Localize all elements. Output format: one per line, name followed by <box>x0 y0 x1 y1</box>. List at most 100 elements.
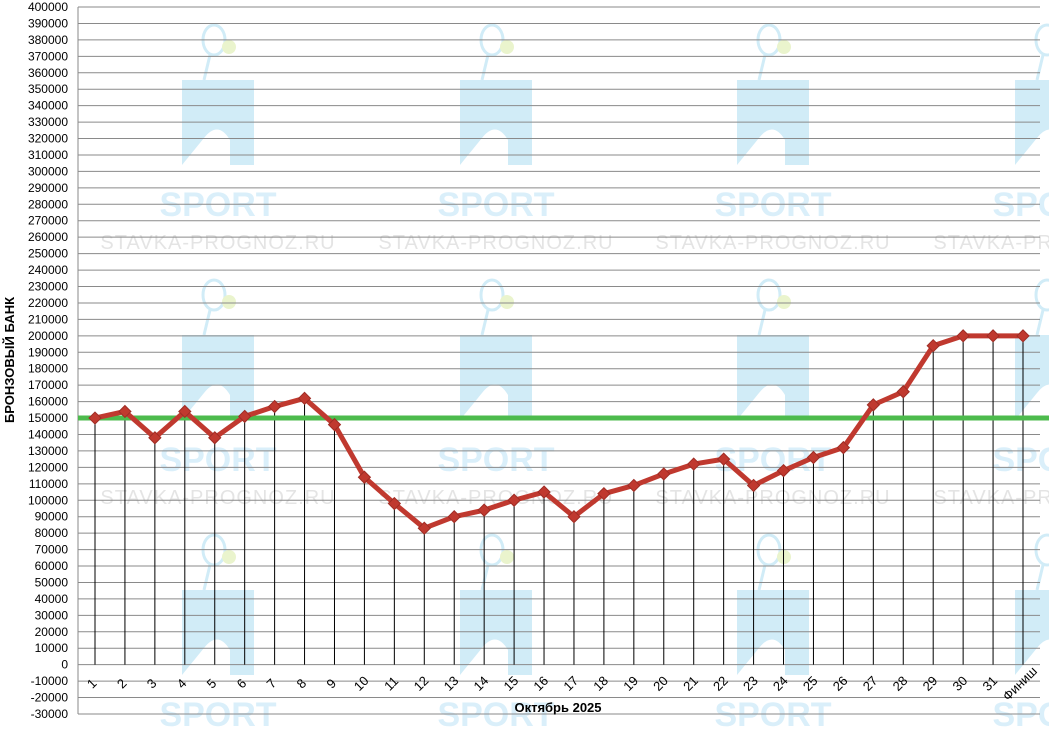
player-silhouette-icon <box>1015 590 1049 675</box>
y-tick-label: 350000 <box>28 82 68 96</box>
y-tick-label: 40000 <box>35 592 69 606</box>
data-point <box>357 470 372 484</box>
y-tick-label: 380000 <box>28 33 68 47</box>
data-point <box>88 411 102 425</box>
watermark-brand: SPORT <box>437 441 554 479</box>
racket-handle <box>480 54 490 81</box>
y-tick-label: 0 <box>61 658 68 672</box>
y-tick-label: 230000 <box>28 280 68 294</box>
data-point <box>208 431 222 445</box>
y-tick-label: 70000 <box>35 543 69 557</box>
y-tick-label: 300000 <box>28 164 68 178</box>
x-tick-label: 8 <box>294 676 310 692</box>
x-tick-label: 19 <box>620 673 641 694</box>
ball-icon <box>777 40 791 54</box>
y-tick-label: 250000 <box>28 247 68 261</box>
data-point <box>986 329 1000 343</box>
ball-icon <box>500 40 514 54</box>
ball-icon <box>222 550 236 564</box>
watermark-brand: SPORT <box>159 186 276 224</box>
racket-handle <box>480 564 490 591</box>
x-tick-label: 22 <box>710 673 731 694</box>
data-point <box>267 399 282 414</box>
y-tick-label: 90000 <box>35 510 69 524</box>
player-silhouette-icon <box>1015 335 1049 420</box>
data-point <box>297 391 312 406</box>
y-tick-label: 80000 <box>35 526 69 540</box>
y-tick-label: 290000 <box>28 181 68 195</box>
y-tick-label: 320000 <box>28 132 68 146</box>
x-tick-label: 3 <box>144 676 160 692</box>
y-tick-label: 200000 <box>28 329 68 343</box>
watermark-url: STAVKA-PROGNOZ.RU <box>933 487 1049 509</box>
y-tick-label: 110000 <box>29 477 68 491</box>
horizontal-gridlines <box>77 6 1040 715</box>
data-point <box>447 509 461 524</box>
data-point <box>657 467 671 481</box>
x-tick-label: 13 <box>441 673 462 694</box>
racket-icon <box>201 278 227 312</box>
y-tick-label: 60000 <box>35 559 69 573</box>
watermark-brand: SPORT <box>437 186 554 224</box>
watermark-layer: SPORT STAVKA-PROGNOZ.RU SPORT STAVKA-PROGNO… <box>100 23 1049 734</box>
y-tick-label: -20000 <box>31 691 69 705</box>
x-tick-label: 14 <box>471 673 492 694</box>
y-axis-title: БРОНЗОВЫЙ БАНК <box>2 297 17 423</box>
watermark-brand: SPORT <box>992 696 1049 734</box>
watermark-url: STAVKA-PROGNOZ.RU <box>933 232 1049 254</box>
data-point <box>567 509 581 524</box>
y-tick-label: 170000 <box>28 378 68 392</box>
racket-handle <box>202 564 212 591</box>
x-tick-label: 26 <box>830 673 851 694</box>
y-tick-label: 10000 <box>35 641 69 655</box>
player-silhouette-icon <box>182 590 254 675</box>
data-point <box>417 521 431 535</box>
y-axis-ticks: -30000 -20000 -10000 0 10000 20000 30000 40000 5… <box>28 0 68 721</box>
y-tick-label: 260000 <box>28 230 68 244</box>
x-tick-label: 31 <box>979 673 1000 694</box>
racket-handle <box>1035 309 1045 336</box>
y-tick-label: 330000 <box>28 115 68 129</box>
player-silhouette-icon <box>737 335 809 420</box>
y-tick-label: 360000 <box>28 66 68 80</box>
data-point <box>836 440 851 455</box>
y-tick-label: 340000 <box>28 99 68 113</box>
data-point <box>1016 329 1030 343</box>
data-point <box>537 485 551 499</box>
watermark-brand: SPORT <box>992 186 1049 224</box>
x-tick-label: 6 <box>234 676 250 692</box>
data-point <box>866 398 881 412</box>
y-tick-label: 220000 <box>28 296 68 310</box>
data-point <box>746 478 761 493</box>
y-tick-label: -30000 <box>31 707 69 721</box>
x-tick-label: 9 <box>323 676 339 692</box>
y-tick-label: 310000 <box>28 148 68 162</box>
drop-lines <box>94 335 1024 665</box>
x-axis-title: Октябрь 2025 <box>514 700 601 715</box>
racket-handle <box>480 309 490 336</box>
data-point <box>896 385 910 399</box>
racket-icon <box>1034 278 1049 312</box>
watermark-brand: SPORT <box>159 696 276 734</box>
x-tick-label: 2 <box>114 676 130 692</box>
y-tick-label: 390000 <box>28 16 68 30</box>
data-point <box>716 452 731 466</box>
ball-icon <box>222 40 236 54</box>
ball-icon <box>500 550 514 564</box>
racket-handle <box>757 309 767 336</box>
player-silhouette-icon <box>182 335 254 420</box>
y-tick-label: 140000 <box>28 427 68 441</box>
racket-handle <box>1035 54 1045 81</box>
y-tick-label: 190000 <box>28 345 68 359</box>
y-tick-label: 180000 <box>28 362 68 376</box>
y-tick-label: -10000 <box>31 674 69 688</box>
x-tick-label: 5 <box>204 676 220 692</box>
x-tick-label: 25 <box>800 673 821 694</box>
